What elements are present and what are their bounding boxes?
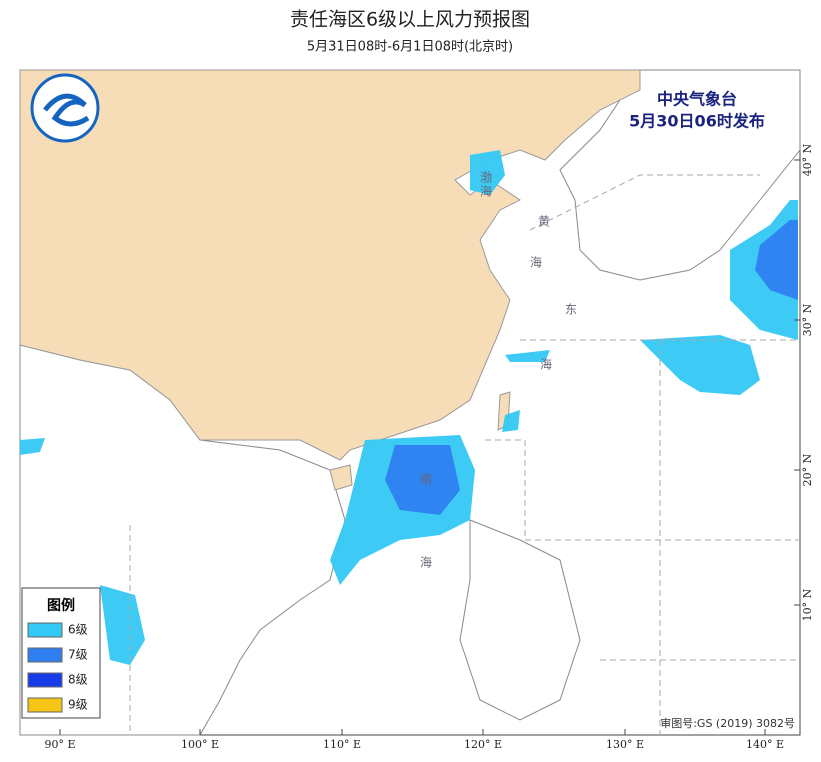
wind-area [20,438,45,455]
map: 90° E 100° E 110° E 120° E 130° E 140° E 10° N… [19,69,814,751]
issuer: 中央气象台 [657,90,737,109]
wind-area [502,410,520,432]
legend-label: 7级 [68,648,88,662]
legend-swatch [27,647,63,663]
land-china [19,69,641,461]
legend-title: 图例 [47,597,75,614]
responsibility-lines [129,174,800,735]
legend: 图例 6级 7级 8级 9级 [21,587,101,719]
longitude-label: 130° E [606,738,644,751]
wind-area [755,220,798,300]
wind-area [470,150,505,195]
longitude-label: 100° E [181,738,219,751]
legend-swatch [27,622,63,638]
legend-swatch [27,672,63,688]
sea-label: 黄 [538,215,550,229]
logo [30,73,100,143]
map-approval: 审图号:GS (2019) 3082号 [660,716,795,730]
sea-label: 海 [420,555,432,570]
wind-areas [20,150,798,665]
sea-label: 海 [540,357,552,372]
longitude-label: 140° E [746,738,784,751]
sea-label: 海 [530,255,542,270]
latitude-label: 20° N [801,453,814,486]
graticule: 90° E 100° E 110° E 120° E 130° E 140° E 10° N… [44,143,814,751]
issue-time: 5月30日06时发布 [629,112,765,131]
hainan [329,464,353,491]
sea-label: 渤 [480,171,492,185]
wind-area [385,445,460,515]
sea-label: 东 [565,303,577,317]
sea-label: 海 [480,184,492,199]
legend-label: 9级 [68,698,88,712]
title: 责任海区6级以上风力预报图 [290,9,530,31]
subtitle: 5月31日08时-6月1日08时(北京时) [307,40,513,55]
longitude-label: 90° E [44,738,75,751]
legend-swatch [27,697,63,713]
wind-area [100,585,145,665]
wind-area [505,350,550,362]
longitude-label: 110° E [323,738,361,751]
latitude-label: 10° N [801,588,814,621]
longitude-label: 120° E [464,738,502,751]
sea-label: 南 [420,472,432,487]
legend-label: 6级 [68,623,88,637]
latitude-label: 30° N [801,303,814,336]
wind-area [640,335,760,395]
legend-label: 8级 [68,673,88,687]
latitude-label: 40° N [801,143,814,176]
